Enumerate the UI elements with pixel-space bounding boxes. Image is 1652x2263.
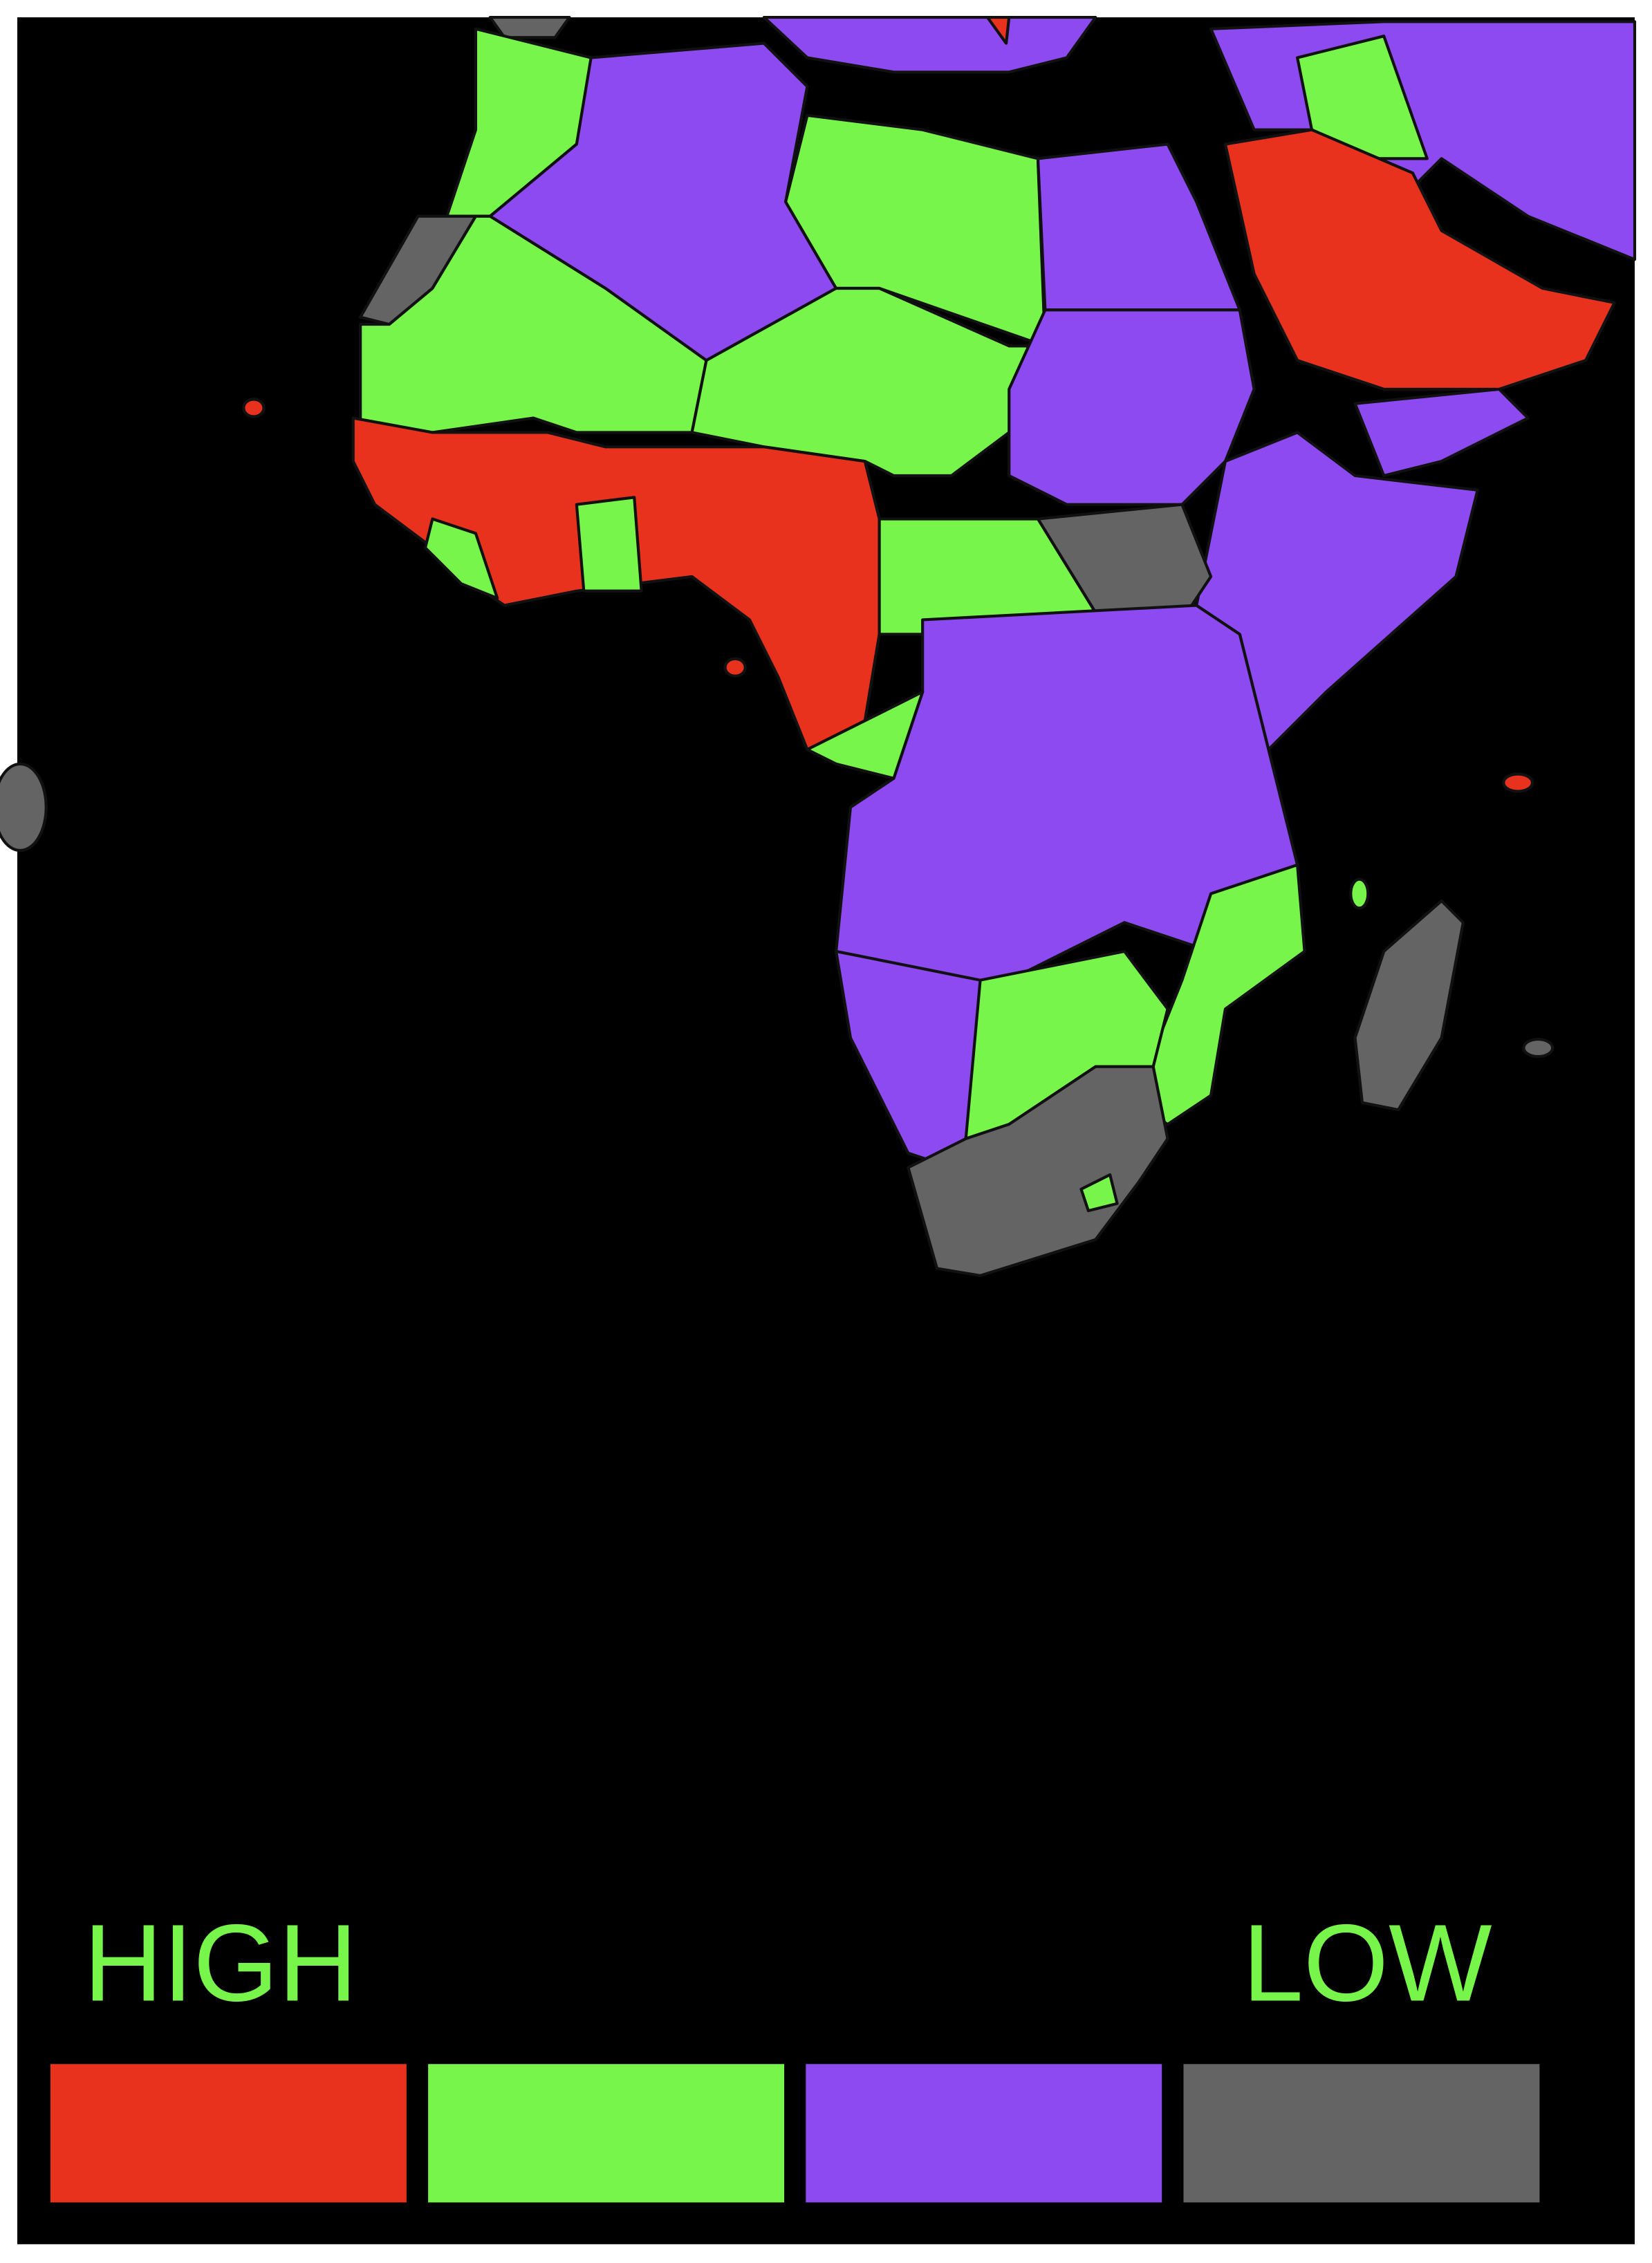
country (985, 15, 1011, 45)
legend-high-label: HIGH (84, 1902, 358, 2024)
country (488, 15, 571, 39)
country (806, 690, 925, 780)
country (1353, 899, 1465, 1112)
country (1223, 128, 1616, 391)
map (0, 15, 1637, 1278)
island (1522, 1037, 1554, 1059)
country (690, 286, 1040, 478)
island (1502, 772, 1534, 793)
legend-swatch (1183, 2064, 1540, 2203)
country (762, 15, 1097, 74)
country (575, 496, 643, 593)
legend-swatch (50, 2064, 407, 2203)
island (723, 657, 747, 678)
legend-swatches (50, 2064, 1540, 2203)
country (1296, 35, 1429, 160)
country (1036, 142, 1241, 312)
country (1079, 1173, 1119, 1213)
island (242, 398, 266, 418)
country (907, 1065, 1169, 1278)
country (1353, 387, 1530, 478)
legend-low-label: LOW (1243, 1902, 1492, 2024)
legend-swatch (428, 2064, 785, 2203)
legend-swatch (806, 2064, 1162, 2203)
country (1122, 863, 1306, 1126)
island (0, 762, 48, 853)
country (423, 517, 499, 600)
island (1349, 877, 1370, 910)
country (835, 604, 1299, 982)
